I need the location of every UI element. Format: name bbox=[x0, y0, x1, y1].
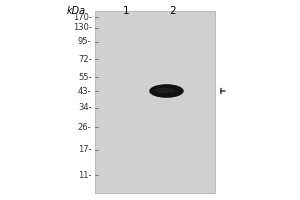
Text: 170-: 170- bbox=[73, 12, 92, 21]
Text: 17-: 17- bbox=[78, 146, 92, 154]
Text: 72-: 72- bbox=[78, 54, 92, 64]
Text: kDa: kDa bbox=[67, 6, 86, 16]
Text: 130-: 130- bbox=[73, 23, 92, 32]
Text: 34-: 34- bbox=[78, 104, 92, 112]
Ellipse shape bbox=[149, 84, 184, 98]
Text: 11-: 11- bbox=[78, 170, 92, 180]
Bar bbox=[94, 11, 214, 193]
Text: 55-: 55- bbox=[78, 72, 92, 82]
Text: 1: 1 bbox=[123, 6, 129, 16]
Text: 2: 2 bbox=[169, 6, 176, 16]
Text: 95-: 95- bbox=[78, 38, 92, 46]
Text: 26-: 26- bbox=[78, 122, 92, 132]
Text: 43-: 43- bbox=[78, 86, 92, 96]
Ellipse shape bbox=[154, 88, 175, 93]
